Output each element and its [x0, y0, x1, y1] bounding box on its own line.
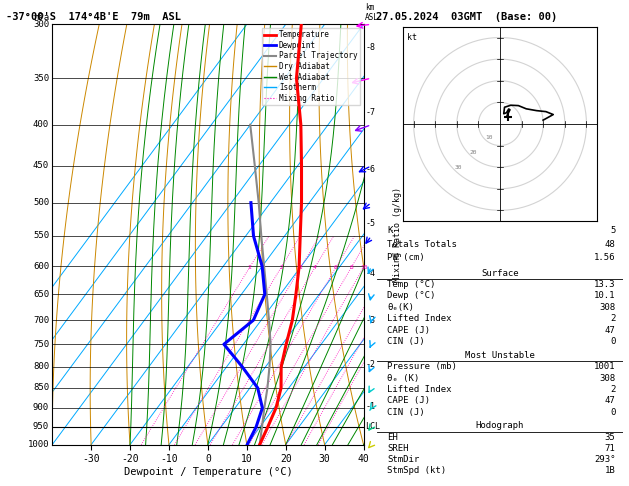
Text: 750: 750 — [33, 340, 49, 349]
Text: 308: 308 — [599, 374, 615, 383]
Text: 8: 8 — [349, 265, 353, 270]
Text: 27.05.2024  03GMT  (Base: 00): 27.05.2024 03GMT (Base: 00) — [376, 12, 557, 22]
Text: 47: 47 — [604, 397, 615, 405]
Text: 800: 800 — [33, 362, 49, 371]
X-axis label: Dewpoint / Temperature (°C): Dewpoint / Temperature (°C) — [123, 467, 292, 477]
Text: Totals Totals: Totals Totals — [387, 240, 457, 249]
Text: Lifted Index: Lifted Index — [387, 385, 452, 394]
Text: 308: 308 — [599, 303, 615, 312]
Text: 450: 450 — [33, 161, 49, 171]
Text: EH: EH — [387, 433, 398, 442]
Text: -7: -7 — [365, 108, 375, 117]
Text: 48: 48 — [604, 240, 615, 249]
Text: -8: -8 — [365, 43, 375, 52]
Text: -2: -2 — [365, 360, 375, 369]
Text: Hodograph: Hodograph — [476, 421, 524, 431]
Text: 30: 30 — [455, 165, 462, 170]
Text: km
ASL: km ASL — [365, 3, 379, 22]
Text: 350: 350 — [33, 73, 49, 83]
Text: θₑ(K): θₑ(K) — [387, 303, 414, 312]
Text: hPa: hPa — [33, 13, 49, 22]
Text: 2: 2 — [610, 314, 615, 323]
Text: 1000: 1000 — [28, 440, 49, 449]
Text: CIN (J): CIN (J) — [387, 408, 425, 417]
Text: Lifted Index: Lifted Index — [387, 314, 452, 323]
Text: 850: 850 — [33, 383, 49, 392]
Text: 3: 3 — [299, 265, 303, 270]
Text: 550: 550 — [33, 231, 49, 241]
Text: StmDir: StmDir — [387, 455, 420, 464]
Text: 5: 5 — [610, 226, 615, 235]
Text: 10: 10 — [485, 135, 493, 140]
Text: CAPE (J): CAPE (J) — [387, 326, 430, 335]
Text: -1: -1 — [365, 402, 375, 411]
Text: 700: 700 — [33, 315, 49, 325]
Text: 650: 650 — [33, 290, 49, 299]
Text: 900: 900 — [33, 403, 49, 413]
Text: 1001: 1001 — [594, 363, 615, 371]
Text: StmSpd (kt): StmSpd (kt) — [387, 466, 447, 475]
Text: -5: -5 — [365, 219, 375, 227]
Text: 10.1: 10.1 — [594, 292, 615, 300]
Text: 0: 0 — [610, 408, 615, 417]
Text: Pressure (mb): Pressure (mb) — [387, 363, 457, 371]
Text: Surface: Surface — [481, 269, 519, 278]
Text: Mixing Ratio (g/kg): Mixing Ratio (g/kg) — [393, 187, 403, 282]
Text: Most Unstable: Most Unstable — [465, 351, 535, 360]
Text: SREH: SREH — [387, 444, 409, 453]
Text: 10: 10 — [360, 265, 367, 270]
Text: LCL: LCL — [365, 422, 380, 431]
Text: K: K — [387, 226, 392, 235]
Text: CAPE (J): CAPE (J) — [387, 397, 430, 405]
Text: PW (cm): PW (cm) — [387, 254, 425, 262]
Text: kt: kt — [407, 33, 417, 42]
Text: 71: 71 — [604, 444, 615, 453]
Text: 1.56: 1.56 — [594, 254, 615, 262]
Text: Temp (°C): Temp (°C) — [387, 280, 436, 289]
Text: -6: -6 — [365, 165, 375, 174]
Text: 1: 1 — [248, 265, 252, 270]
Text: θₑ (K): θₑ (K) — [387, 374, 420, 383]
Text: 400: 400 — [33, 120, 49, 129]
Text: 2: 2 — [279, 265, 283, 270]
Text: 293°: 293° — [594, 455, 615, 464]
Text: 20: 20 — [470, 150, 477, 155]
Legend: Temperature, Dewpoint, Parcel Trajectory, Dry Adiabat, Wet Adiabat, Isotherm, Mi: Temperature, Dewpoint, Parcel Trajectory… — [262, 28, 360, 105]
Text: -3: -3 — [365, 315, 375, 325]
Text: 6: 6 — [334, 265, 338, 270]
Text: 600: 600 — [33, 262, 49, 271]
Text: 500: 500 — [33, 198, 49, 207]
Text: 300: 300 — [33, 20, 49, 29]
Text: -37°00'S  174°4B'E  79m  ASL: -37°00'S 174°4B'E 79m ASL — [6, 12, 181, 22]
Text: 1B: 1B — [604, 466, 615, 475]
Text: 13.3: 13.3 — [594, 280, 615, 289]
Text: 950: 950 — [33, 422, 49, 431]
Text: -4: -4 — [365, 269, 375, 278]
Text: 35: 35 — [604, 433, 615, 442]
Text: CIN (J): CIN (J) — [387, 337, 425, 346]
Text: Dewp (°C): Dewp (°C) — [387, 292, 436, 300]
Text: 4: 4 — [313, 265, 317, 270]
Text: 2: 2 — [610, 385, 615, 394]
Text: 47: 47 — [604, 326, 615, 335]
Text: 0: 0 — [610, 337, 615, 346]
